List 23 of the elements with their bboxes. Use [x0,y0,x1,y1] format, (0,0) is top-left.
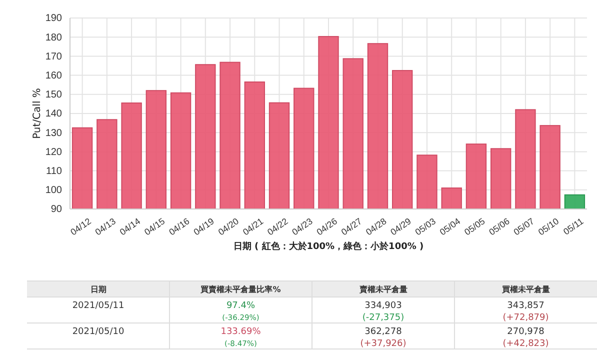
x-axis-title: 日期 ( 紅色：大於100%，綠色：小於100% ) [233,241,424,252]
text: 買賣權未平倉量比率% [200,284,281,294]
text: 270,978 (+42,823) [502,327,549,349]
text: 買權未平倉量 [500,285,550,294]
text: 2021/05/10 [72,327,124,337]
y-tick-label: 120 [45,146,62,158]
y-tick-label: 140 [45,108,62,120]
text: 343,857 (+72,879) [502,301,549,323]
y-tick-label: 160 [45,70,62,82]
y-tick-label: 150 [45,90,62,101]
y-tick-label: 190 [45,13,62,24]
y-tick-label: 180 [45,32,62,44]
y-axis-title: Put/Call % [32,88,43,139]
text: 日期 [90,285,106,294]
text: 賣權未平倉量 [358,285,408,294]
y-tick-label: 100 [45,185,62,196]
y-tick-label: 170 [45,51,62,62]
text: 362,278 (+37,926) [360,327,406,349]
y-tick-label: 90 [50,204,62,216]
text: 2021/05/11 [72,301,124,311]
text: 334,903 (-27,375) [362,301,404,323]
y-tick-label: 130 [45,128,62,139]
y-tick-label: 110 [46,166,62,177]
